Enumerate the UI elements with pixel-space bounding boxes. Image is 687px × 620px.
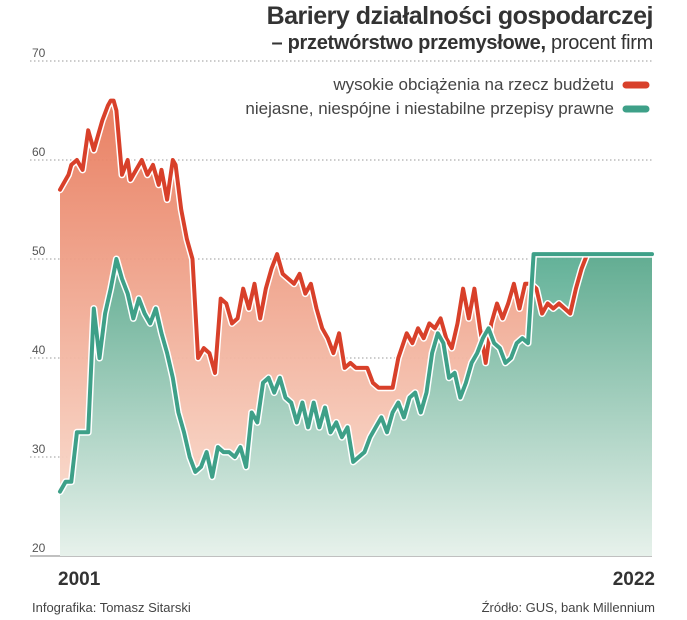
- chart-title: Bariery działalności gospodarczej: [266, 2, 654, 30]
- subtitle-bold-part: – przetwórstwo przemysłowe,: [271, 32, 547, 54]
- y-tick-label-40: 40: [32, 343, 46, 357]
- x-tick-label-end: 2022: [613, 569, 655, 590]
- footer-source: Źródło: GUS, bank Millennium: [481, 600, 655, 615]
- y-tick-label-30: 30: [32, 442, 46, 456]
- legend-label-2: niejasne, niespójne i niestabilne przepi…: [245, 99, 614, 118]
- x-tick-label-start: 2001: [58, 569, 101, 590]
- y-tick-label-50: 50: [32, 244, 46, 258]
- series-2-line: [58, 252, 654, 494]
- series-2-area: [60, 254, 652, 556]
- series-1-line: [58, 98, 654, 390]
- y-tick-label-60: 60: [32, 145, 46, 159]
- chart-area: 20 30 40 50 60 70 2001 2022 wysokie obciążenia …: [30, 46, 656, 590]
- legend-label-1: wysokie obciążenia na rzecz budżetu: [332, 75, 614, 94]
- chart-subtitle: – przetwórstwo przemysłowe, procent firm: [271, 32, 654, 55]
- subtitle-rest-part: procent firm: [545, 32, 653, 54]
- y-tick-label-20: 20: [32, 541, 46, 555]
- footer-credit: Infografika: Tomasz Sitarski: [32, 600, 191, 615]
- y-tick-label-70: 70: [32, 46, 46, 60]
